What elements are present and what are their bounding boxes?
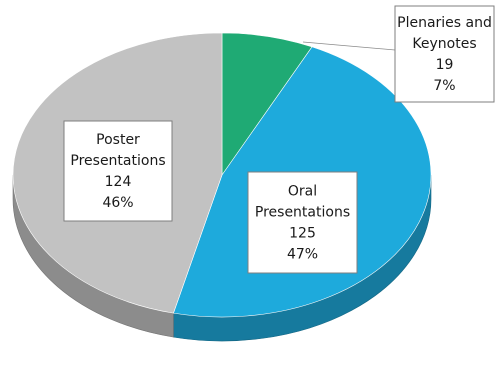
slice-poster-presentations-label-box: [63, 120, 173, 222]
slice-oral-presentations-percent-label: 47%: [287, 247, 318, 263]
slice-plenaries-keynotes-category-label: Plenaries and: [397, 15, 492, 31]
slice-oral-presentations-value-label: 125: [289, 226, 316, 242]
slice-poster-presentations-category-label: Poster: [96, 132, 140, 148]
slice-poster-presentations-value-label: 124: [105, 174, 132, 190]
slice-plenaries-keynotes-value-label: 19: [436, 57, 454, 73]
slice-poster-presentations-percent-label: 46%: [102, 195, 133, 211]
slice-oral-presentations-category-label: Oral: [288, 184, 317, 200]
slice-oral-presentations-label: Oral Presentations 125 47%: [247, 171, 358, 274]
slice-plenaries-keynotes-label: Plenaries and Keynotes 19 7%: [302, 5, 495, 103]
data-labels: Plenaries and Keynotes 19 7% Oral Presentatio…: [63, 5, 495, 274]
slice-plenaries-keynotes-leader-line: [302, 41, 396, 51]
slice-plenaries-keynotes-label-box: [394, 5, 495, 103]
slice-oral-presentations-category-label: Presentations: [255, 205, 350, 221]
slice-plenaries-keynotes-category-label: Keynotes: [412, 36, 476, 52]
slice-plenaries-keynotes-percent-label: 7%: [433, 78, 455, 94]
slice-oral-presentations-label-box: [247, 171, 358, 274]
slice-poster-presentations-label: Poster Presentations 124 46%: [63, 120, 173, 222]
slice-poster-presentations-category-label: Presentations: [70, 153, 165, 169]
